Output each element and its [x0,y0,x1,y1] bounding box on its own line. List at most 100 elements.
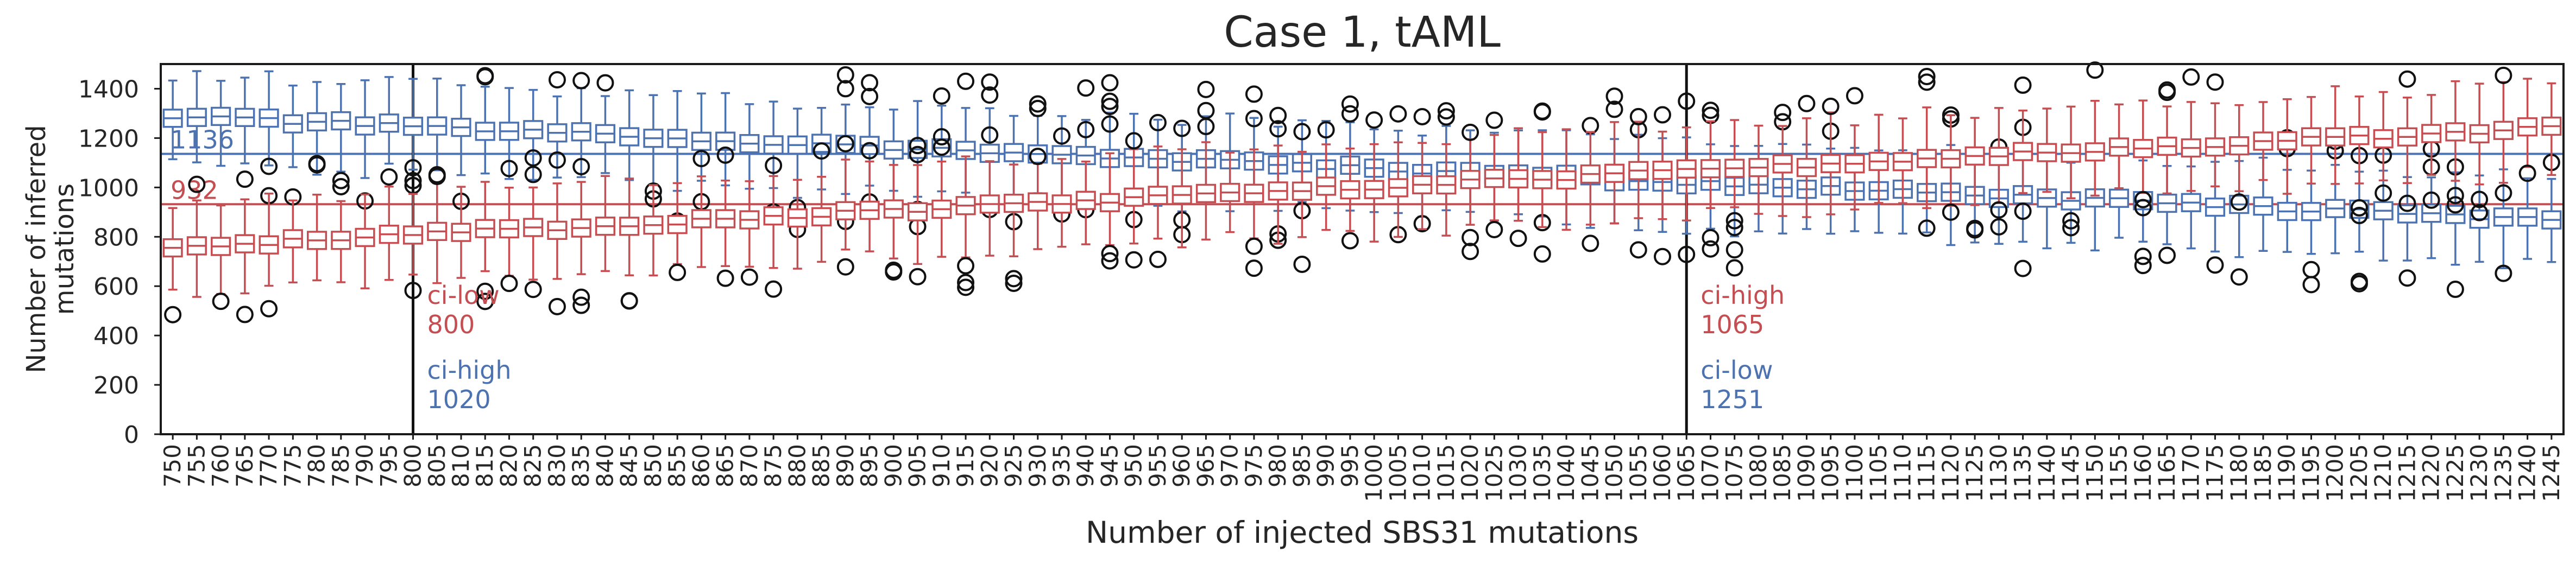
outlier [933,138,950,156]
outlier [2518,164,2536,182]
outlier [2086,61,2104,79]
box-red-1070 [1700,101,1721,246]
outlier [836,135,854,153]
outlier [1678,92,1696,110]
x-tick-label-1165: 1165 [2153,444,2180,502]
box-red-890 [835,135,856,276]
box-red-1205 [2349,95,2370,225]
box-red-1105 [1868,113,1889,204]
outlier [2230,268,2248,286]
box-red-1065 [1676,92,1697,222]
box-red-780 [306,155,327,282]
x-tick-label-1060: 1060 [1649,444,1676,502]
outlier [933,128,950,146]
box-red-1130 [1988,107,2009,236]
outlier [2206,73,2224,91]
box-red-835 [571,157,591,314]
outlier [524,149,542,167]
x-tick-label-890: 890 [832,444,859,487]
box-red-790 [355,193,375,289]
box-red-775 [282,199,303,284]
x-tick-label-830: 830 [544,444,570,487]
box-blue-870 [739,103,760,190]
box-blue-1170 [2181,165,2201,250]
box-blue-795 [379,76,399,165]
outlier [836,80,854,98]
outlier [1582,234,1599,252]
outlier [1197,118,1215,136]
annotation-label-1065-lower: ci-low [1700,356,1773,385]
x-tick-label-1040: 1040 [1553,444,1579,502]
boxes [162,61,2562,323]
x-tick-label-810: 810 [448,444,474,487]
outlier [909,145,927,163]
outlier [1654,248,1671,265]
annotation-label-800-upper: ci-low [427,281,500,310]
x-tick-label-1075: 1075 [1721,444,1748,502]
chart-title: Case 1, tAML [1224,8,1501,57]
outlier [1245,259,1263,277]
outlier [524,281,542,299]
x-tick-label-1190: 1190 [2273,444,2300,502]
box-red-1050 [1604,87,1625,225]
outlier [1702,229,1720,246]
y-tick-label-1400: 1400 [78,75,139,103]
outlier [524,166,542,183]
outlier [380,168,398,186]
outlier [1149,113,1167,131]
x-tick-label-1080: 1080 [1745,444,1772,502]
outlier [548,151,566,169]
x-tick-label-1225: 1225 [2442,444,2468,502]
outlier [2350,275,2368,293]
outlier [2014,202,2032,220]
y-tick-label-1000: 1000 [78,174,139,202]
outlier [909,268,927,286]
outlier [1269,106,1287,124]
outlier [2302,261,2320,278]
x-tick-label-970: 970 [1217,444,1243,487]
x-tick-label-1055: 1055 [1625,444,1652,502]
x-tick-label-910: 910 [928,444,955,487]
outlier [1293,123,1311,141]
x-tick-label-1125: 1125 [1961,444,1988,502]
x-tick-label-1180: 1180 [2226,444,2252,502]
x-tick-label-1115: 1115 [1913,444,1940,502]
box-red-985 [1292,123,1312,273]
x-tick-label-945: 945 [1096,444,1123,487]
outlier [981,73,999,91]
box-red-995 [1340,147,1361,250]
outlier [1029,95,1047,113]
box-red-1055 [1628,107,1649,219]
box-red-1080 [1748,124,1769,215]
box-red-1090 [1796,94,1817,218]
annotations: ci-low800ci-high1020ci-high1065ci-low125… [427,281,1785,414]
box-red-1145 [2061,105,2081,237]
box-red-815 [475,181,495,310]
y-tick-label-1200: 1200 [78,125,139,153]
annotation-value-1065-upper: 1065 [1700,310,1764,339]
x-tick-label-950: 950 [1120,444,1147,487]
outlier [1918,219,1936,237]
box-red-960 [1172,119,1192,249]
outlier [1437,108,1455,126]
outlier [1966,221,1984,239]
outlier [765,156,783,174]
x-tick-label-880: 880 [784,444,810,487]
box-red-1150 [2084,61,2105,197]
x-tick-label-1170: 1170 [2177,444,2204,502]
outlier [1725,219,1743,237]
box-red-850 [643,184,664,277]
box-red-1095 [1821,97,1841,215]
box-red-1115 [1917,67,1937,237]
x-tick-label-845: 845 [616,444,643,487]
x-tick-label-1230: 1230 [2466,444,2492,502]
box-red-870 [739,180,760,286]
outlier [909,137,927,155]
y-axis-label-line-1: Number of inferred [21,125,52,373]
outlier [1173,119,1191,137]
x-tick-label-790: 790 [351,444,378,487]
x-tick-label-1030: 1030 [1505,444,1532,502]
x-tick-label-1185: 1185 [2250,444,2276,502]
outlier [1774,104,1792,122]
outlier [476,293,494,310]
